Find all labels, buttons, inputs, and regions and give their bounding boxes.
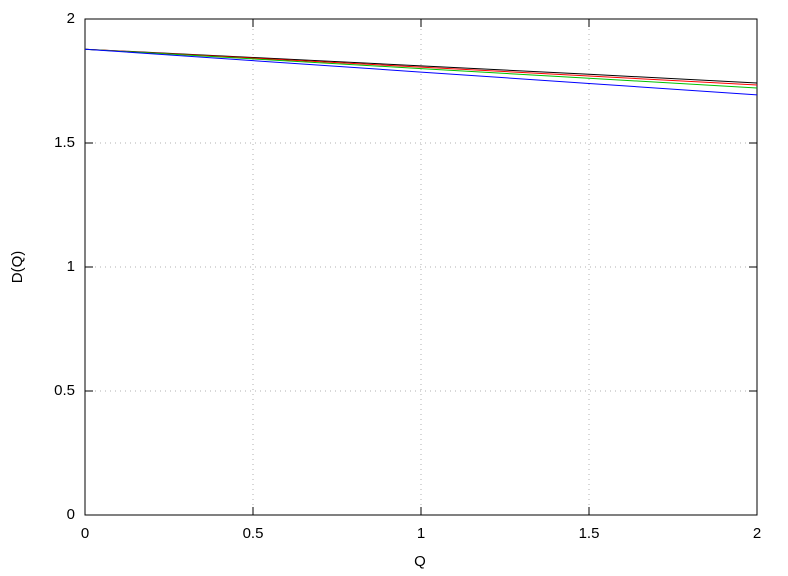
x-tick-label: 1 bbox=[417, 525, 425, 542]
y-tick-label: 1 bbox=[67, 258, 75, 275]
y-axis-label: D(Q) bbox=[9, 251, 26, 284]
y-tick-label: 1.5 bbox=[54, 134, 75, 151]
x-axis-label: Q bbox=[414, 553, 426, 570]
x-tick-label: 0.5 bbox=[243, 525, 264, 542]
x-tick-label: 0 bbox=[81, 525, 89, 542]
y-tick-label: 2 bbox=[67, 10, 75, 27]
data-line bbox=[84, 48, 758, 96]
x-tick-label: 2 bbox=[753, 525, 761, 542]
plot-frame bbox=[84, 18, 758, 516]
x-tick-label: 1.5 bbox=[579, 525, 600, 542]
y-tick-label: 0.5 bbox=[54, 382, 75, 399]
y-tick-label: 0 bbox=[67, 506, 75, 523]
data-line bbox=[84, 48, 758, 89]
